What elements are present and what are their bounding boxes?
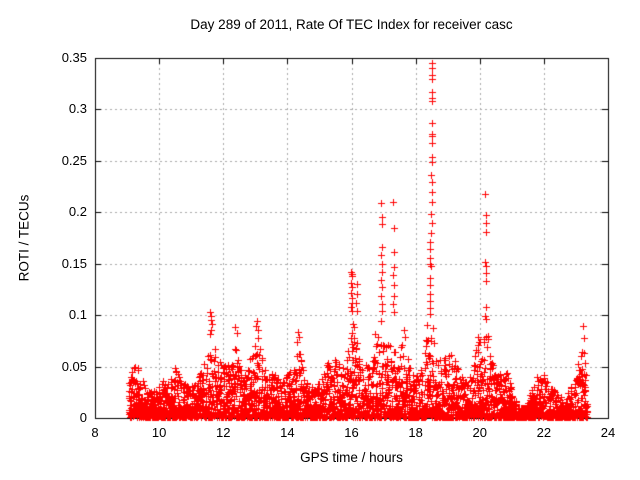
x-tick-label: 8 [91, 425, 99, 440]
y-tick-label: 0.15 [61, 255, 87, 271]
y-tick-label: 0.1 [68, 307, 87, 323]
y-axis-label: ROTI / TECUs [16, 194, 32, 282]
x-tick-label: 24 [600, 425, 616, 440]
x-tick-label: 20 [472, 425, 487, 440]
x-tick-label: 22 [536, 425, 552, 440]
x-axis-label: GPS time / hours [300, 450, 403, 465]
x-tick-label: 16 [344, 425, 359, 440]
y-tick-label: 0.25 [61, 152, 87, 168]
y-tick-label: 0.3 [68, 101, 87, 117]
x-tick-label: 12 [216, 425, 231, 440]
y-tick-label: 0.35 [61, 50, 87, 65]
y-tick-label: 0.2 [68, 204, 87, 220]
x-tick-label: 14 [280, 425, 295, 440]
y-tick-label: 0 [79, 410, 87, 425]
chart-title: Day 289 of 2011, Rate Of TEC Index for r… [190, 17, 513, 32]
x-tick-label: 10 [151, 425, 167, 440]
x-tick-label: 18 [408, 425, 423, 440]
y-tick-label: 0.05 [61, 358, 87, 374]
